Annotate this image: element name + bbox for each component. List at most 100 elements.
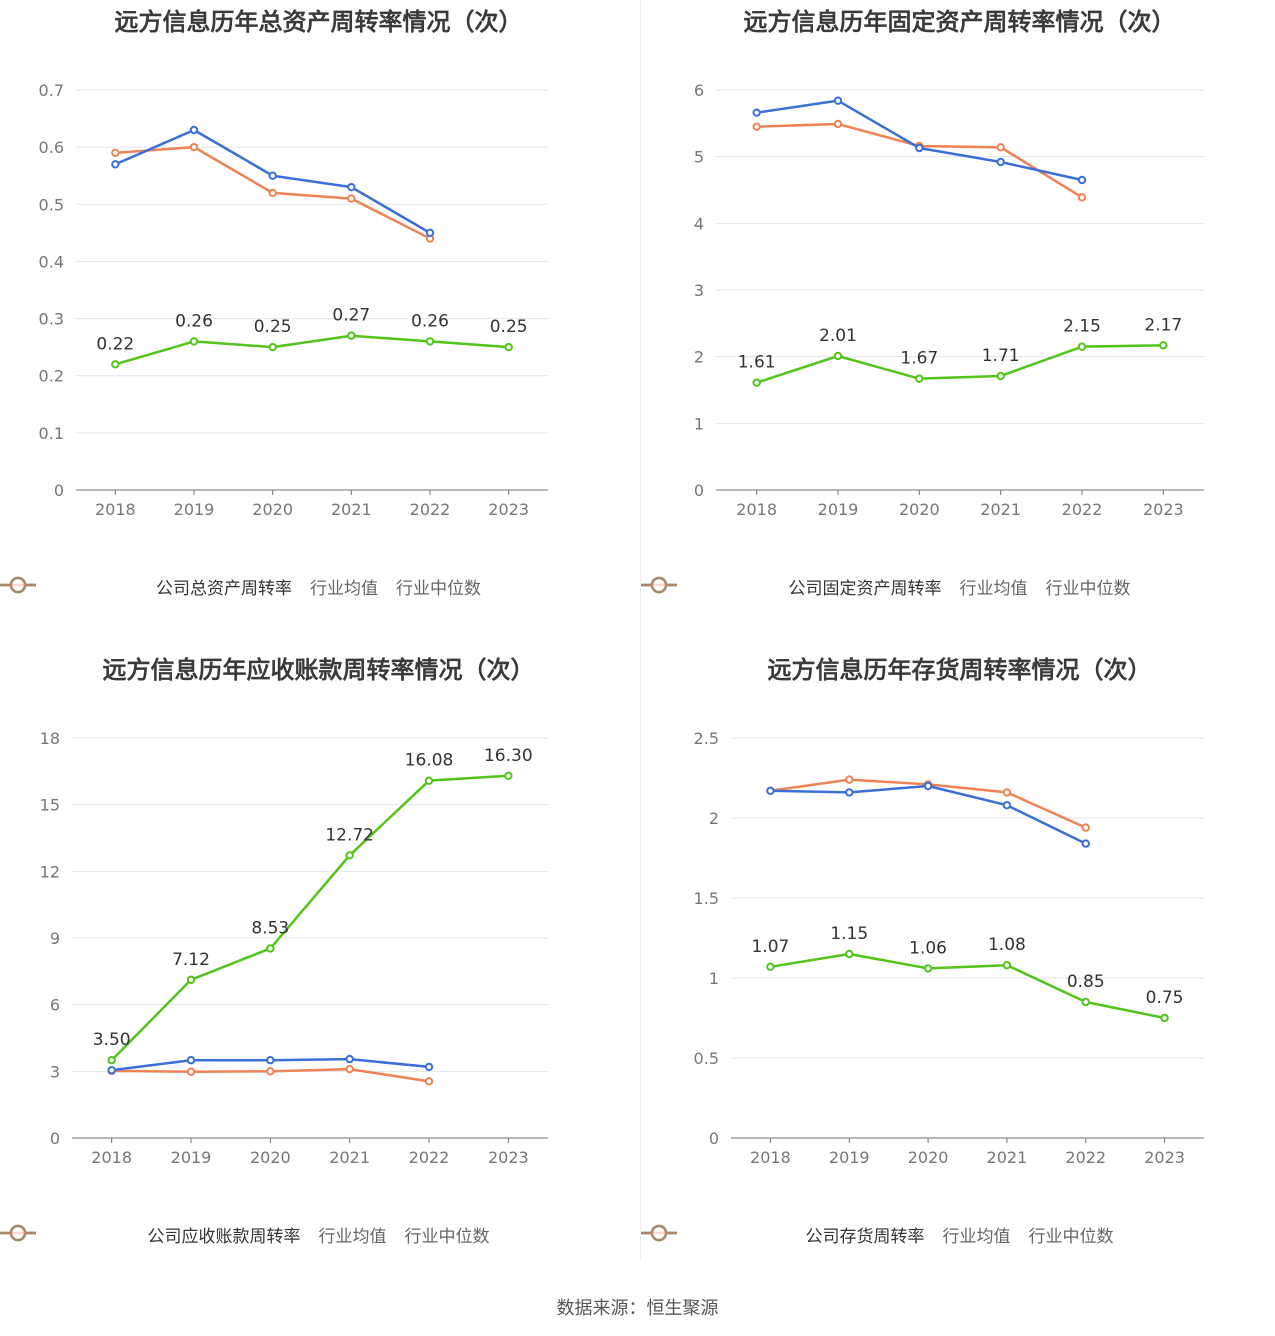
data-point-average[interactable] xyxy=(1077,175,1087,185)
legend-item-company[interactable]: 公司存货周转率 xyxy=(641,1222,925,1247)
chart-panel-fixed-asset-turnover: 远方信息历年固定资产周转率情况（次） 0 1 2 3 4 5 6 2018 2019 2020 20… xyxy=(641,0,1275,648)
data-point-median[interactable] xyxy=(424,1077,434,1086)
data-point-company[interactable] xyxy=(845,949,854,959)
data-point-median[interactable] xyxy=(268,188,277,198)
y-tick-label: 4 xyxy=(694,214,704,233)
legend-item-average[interactable]: 行业均值 xyxy=(641,574,1028,599)
x-tick-label: 2022 xyxy=(1065,1148,1106,1167)
chart-legend: 公司固定资产周转率 行业均值 行业中位数 xyxy=(641,574,1275,599)
data-point-average[interactable] xyxy=(766,786,775,796)
data-point-average[interactable] xyxy=(345,1054,354,1064)
data-point-average[interactable] xyxy=(425,228,435,238)
data-point-average[interactable] xyxy=(266,1056,275,1065)
data-point-median[interactable] xyxy=(1002,788,1012,797)
data-point-median[interactable] xyxy=(845,775,854,784)
data-point-average[interactable] xyxy=(1002,801,1012,810)
data-point-company[interactable] xyxy=(766,962,775,971)
data-point-average[interactable] xyxy=(996,157,1005,167)
data-point-company[interactable] xyxy=(268,342,277,352)
data-point-average[interactable] xyxy=(923,781,933,791)
legend-item-company[interactable]: 公司应收账款周转率 xyxy=(0,1222,301,1247)
data-point-company[interactable] xyxy=(504,342,513,352)
y-tick-label: 5 xyxy=(694,148,704,167)
legend-item-company[interactable]: 公司固定资产周转率 xyxy=(641,574,942,599)
data-point-company[interactable] xyxy=(111,360,120,369)
legend-item-company[interactable]: 公司总资产周转率 xyxy=(0,574,292,599)
data-point-company[interactable] xyxy=(996,371,1005,381)
data-point-company[interactable] xyxy=(425,337,435,346)
data-point-average[interactable] xyxy=(111,160,120,169)
data-point-company[interactable] xyxy=(1002,961,1012,970)
data-point-company[interactable] xyxy=(1081,997,1090,1007)
data-point-average[interactable] xyxy=(268,171,277,180)
data-point-median[interactable] xyxy=(833,119,843,129)
data-point-average[interactable] xyxy=(845,788,854,797)
data-point-average[interactable] xyxy=(1081,839,1090,848)
chart-plot-area: 0 0.1 0.2 0.3 0.4 0.5 0.6 0.7 2018 2019 2020 2021 20… xyxy=(39,81,548,519)
data-point-company[interactable] xyxy=(915,374,924,383)
y-tick-label: 0.5 xyxy=(694,1049,719,1068)
data-point-median[interactable] xyxy=(1077,193,1087,202)
data-point-company[interactable] xyxy=(266,944,275,953)
series-line-company xyxy=(110,774,509,1062)
data-label: 0.22 xyxy=(96,334,134,354)
legend-item-median[interactable]: 行业中位数 xyxy=(0,1222,490,1247)
data-label: 8.53 xyxy=(251,918,289,938)
data-point-average[interactable] xyxy=(347,182,356,192)
data-point-median[interactable] xyxy=(752,122,761,131)
data-point-average[interactable] xyxy=(915,143,924,153)
data-point-median[interactable] xyxy=(189,142,199,152)
legend-label: 行业中位数 xyxy=(1045,579,1131,599)
data-point-company[interactable] xyxy=(345,851,354,860)
legend-label: 公司总资产周转率 xyxy=(156,579,292,599)
data-point-median[interactable] xyxy=(347,194,356,203)
data-point-company[interactable] xyxy=(186,975,196,984)
legend-item-average[interactable]: 行业均值 xyxy=(641,1222,1011,1247)
y-tick-label: 15 xyxy=(40,796,60,815)
data-point-median[interactable] xyxy=(996,143,1005,152)
data-point-company[interactable] xyxy=(504,771,513,780)
data-point-average[interactable] xyxy=(752,108,761,117)
data-point-company[interactable] xyxy=(923,964,933,973)
data-label: 12.72 xyxy=(325,825,374,845)
data-point-average[interactable] xyxy=(107,1066,116,1075)
data-point-median[interactable] xyxy=(1081,823,1090,832)
series-line-company xyxy=(770,952,1165,1020)
data-point-company[interactable] xyxy=(752,378,761,387)
legend-label: 行业中位数 xyxy=(404,1227,490,1247)
data-point-median[interactable] xyxy=(266,1067,275,1076)
legend-item-average[interactable]: 行业均值 xyxy=(0,574,378,599)
data-point-company[interactable] xyxy=(1077,342,1087,351)
series-line-company xyxy=(756,344,1164,384)
data-point-average[interactable] xyxy=(189,125,199,135)
data-point-company[interactable] xyxy=(1160,1013,1169,1023)
data-point-company[interactable] xyxy=(1159,341,1168,350)
legend-item-median[interactable]: 行业中位数 xyxy=(641,574,1131,599)
data-point-median[interactable] xyxy=(186,1067,196,1076)
legend-item-median[interactable]: 行业中位数 xyxy=(0,574,481,599)
data-point-company[interactable] xyxy=(347,331,356,340)
data-point-average[interactable] xyxy=(424,1062,434,1072)
data-point-median[interactable] xyxy=(111,148,120,158)
legend-item-median[interactable]: 行业中位数 xyxy=(641,1222,1114,1247)
data-point-company[interactable] xyxy=(107,1056,116,1065)
data-point-company[interactable] xyxy=(189,337,199,346)
legend-line-circle-icon xyxy=(0,1224,36,1242)
series-line-average xyxy=(756,99,1083,182)
legend-label: 公司存货周转率 xyxy=(805,1227,925,1247)
chart-title: 远方信息历年应收账款周转率情况（次） xyxy=(102,656,535,684)
data-label: 0.85 xyxy=(1067,972,1105,992)
legend-label: 行业中位数 xyxy=(1028,1227,1114,1247)
legend-label: 行业均值 xyxy=(310,579,378,599)
y-tick-label: 2 xyxy=(709,809,719,828)
data-point-average[interactable] xyxy=(833,96,843,105)
y-tick-label: 2.5 xyxy=(694,729,719,748)
data-label: 7.12 xyxy=(172,950,210,970)
data-point-company[interactable] xyxy=(424,776,434,785)
legend-item-average[interactable]: 行业均值 xyxy=(0,1222,387,1247)
y-tick-label: 1 xyxy=(709,969,719,988)
data-point-company[interactable] xyxy=(833,351,843,361)
data-point-average[interactable] xyxy=(186,1056,196,1065)
x-tick-label: 2019 xyxy=(829,1148,870,1167)
data-point-median[interactable] xyxy=(345,1064,354,1074)
